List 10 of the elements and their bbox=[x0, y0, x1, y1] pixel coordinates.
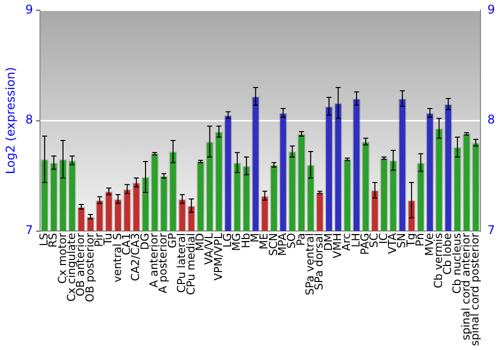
x-tick-label: spinal cord posterior bbox=[468, 232, 482, 346]
y-tick-label: 7 bbox=[25, 223, 34, 238]
y-axis-title: Log2 (expression) bbox=[3, 67, 18, 174]
y2-tick-label: 8 bbox=[487, 112, 496, 127]
x-tick-label: OB posterior bbox=[83, 232, 96, 302]
y2-tick-label: 9 bbox=[487, 2, 496, 16]
y-tick-label: 8 bbox=[25, 112, 34, 127]
y2-tick-label: 7 bbox=[487, 223, 496, 238]
y-tick-label: 9 bbox=[25, 2, 34, 16]
x-tick-label: Tg bbox=[404, 233, 418, 248]
